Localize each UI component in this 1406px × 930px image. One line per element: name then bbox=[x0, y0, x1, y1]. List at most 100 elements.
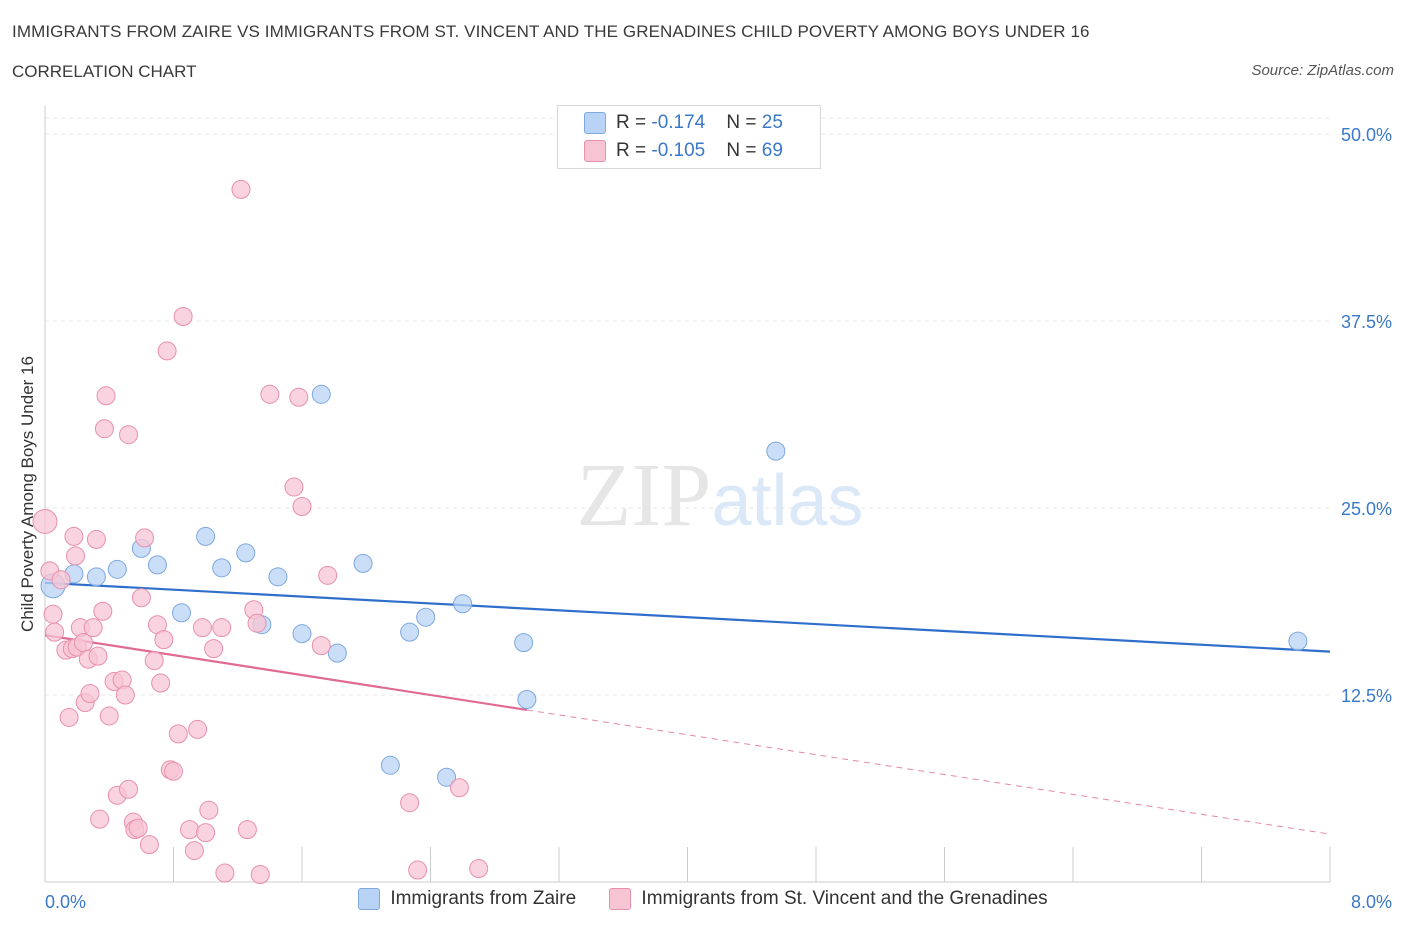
data-point-svg bbox=[204, 639, 224, 659]
data-point-svg bbox=[284, 477, 304, 497]
legend-swatch-svg bbox=[584, 140, 606, 162]
data-point-svg bbox=[99, 706, 119, 726]
legend-n-value-zaire: 25 bbox=[761, 112, 783, 134]
data-point-svg bbox=[408, 860, 428, 880]
data-point-svg bbox=[59, 707, 79, 727]
series-legend-zaire: Immigrants from Zaire bbox=[358, 888, 576, 910]
y-tick-label: 12.5% bbox=[1341, 686, 1392, 706]
trend-line-dashed-svg bbox=[526, 709, 1331, 835]
data-point-svg bbox=[196, 823, 216, 843]
data-point-svg bbox=[151, 673, 171, 693]
data-point-zaire bbox=[437, 767, 457, 787]
data-point-svg bbox=[131, 588, 151, 608]
data-point-svg bbox=[292, 497, 312, 517]
x-tick-label-max: 8.0% bbox=[1351, 892, 1392, 912]
y-tick-label: 37.5% bbox=[1341, 312, 1392, 332]
legend-box: R = -0.174 N = 25 R = -0.105 N = 69 bbox=[557, 105, 821, 169]
data-point-zaire bbox=[196, 526, 216, 546]
watermark: ZIPatlas bbox=[576, 446, 863, 545]
data-point-svg bbox=[88, 646, 108, 666]
data-point-zaire bbox=[453, 594, 473, 614]
gridlines bbox=[45, 117, 1330, 696]
series-legend-swatch-svg bbox=[609, 888, 632, 910]
data-point-svg bbox=[231, 179, 251, 199]
tick-labels: 12.5% 25.0% 37.5% 50.0% 0.0% 8.0% bbox=[45, 125, 1392, 912]
watermark-zip: ZIP bbox=[576, 446, 711, 545]
data-point-zaire bbox=[147, 555, 167, 575]
data-point-zaire bbox=[236, 543, 256, 563]
data-point-svg bbox=[400, 793, 420, 813]
series-legend-swatch-zaire bbox=[358, 888, 381, 910]
data-point-svg bbox=[289, 387, 309, 407]
legend-n-value-svg: 69 bbox=[761, 140, 783, 162]
chart-subtitle: CORRELATION CHART bbox=[12, 62, 197, 81]
data-point-svg bbox=[449, 778, 469, 798]
legend-swatch-zaire bbox=[584, 112, 606, 134]
chart-title: IMMIGRANTS FROM ZAIRE VS IMMIGRANTS FROM… bbox=[12, 22, 1090, 41]
series-legend-label-zaire: Immigrants from Zaire bbox=[390, 888, 577, 910]
x-tick-label-min: 0.0% bbox=[45, 892, 86, 912]
data-point-zaire bbox=[517, 689, 537, 709]
data-point-svg bbox=[139, 835, 159, 855]
data-point-zaire bbox=[86, 567, 106, 587]
data-point-zaire bbox=[380, 755, 400, 775]
data-point-svg bbox=[94, 419, 114, 439]
data-point-svg bbox=[128, 818, 148, 838]
data-point-svg bbox=[212, 618, 232, 638]
data-point-svg bbox=[469, 859, 489, 879]
data-point-svg bbox=[250, 865, 270, 885]
data-point-svg bbox=[184, 841, 204, 861]
data-point-svg bbox=[144, 651, 164, 671]
legend-row-svg: R = -0.105 N = 69 bbox=[584, 140, 783, 166]
data-point-svg bbox=[90, 809, 110, 829]
data-point-svg bbox=[119, 779, 139, 799]
data-point-svg bbox=[66, 546, 86, 566]
data-point-svg bbox=[96, 386, 116, 406]
data-point-svg bbox=[164, 761, 183, 781]
data-point-svg bbox=[215, 863, 235, 883]
data-point-svg bbox=[247, 613, 267, 633]
data-point-svg bbox=[154, 630, 174, 650]
legend-r-value-zaire: -0.174 bbox=[651, 112, 706, 134]
legend-r-label-svg: R = bbox=[616, 140, 652, 162]
series-legend-svg: Immigrants from St. Vincent and the Gren… bbox=[609, 888, 1048, 910]
data-point-svg bbox=[188, 719, 208, 739]
legend-r-label-zaire: R = bbox=[616, 112, 652, 134]
data-point-svg bbox=[192, 618, 212, 638]
data-point-svg bbox=[318, 565, 338, 585]
data-point-svg bbox=[237, 820, 257, 840]
data-point-svg bbox=[168, 724, 188, 744]
legend-row-zaire: R = -0.174 N = 25 bbox=[584, 112, 783, 138]
data-point-svg bbox=[115, 685, 135, 705]
y-axis-label: Child Poverty Among Boys Under 16 bbox=[18, 356, 37, 632]
data-points bbox=[32, 179, 1308, 885]
data-point-svg bbox=[43, 604, 63, 624]
data-point-zaire bbox=[107, 559, 127, 579]
legend-r-value-svg: -0.105 bbox=[651, 140, 706, 162]
data-point-svg bbox=[199, 800, 219, 820]
watermark-atlas: atlas bbox=[711, 461, 863, 541]
data-point-zaire bbox=[353, 553, 373, 573]
chart-source: Source: ZipAtlas.com bbox=[1251, 62, 1394, 79]
series-legend-label-svg: Immigrants from St. Vincent and the Gren… bbox=[641, 888, 1048, 910]
legend-n-label-svg: N = bbox=[726, 140, 762, 162]
trend-line-zaire bbox=[44, 581, 1331, 653]
data-point-zaire bbox=[212, 558, 232, 578]
data-point-zaire bbox=[400, 622, 420, 642]
trend-lines bbox=[44, 581, 1331, 835]
data-point-zaire bbox=[311, 384, 331, 404]
data-point-zaire bbox=[416, 607, 436, 627]
data-point-svg bbox=[64, 526, 84, 546]
data-point-zaire bbox=[327, 643, 347, 663]
data-point-zaire bbox=[514, 633, 534, 653]
trend-line-svg bbox=[44, 634, 528, 712]
data-point-svg bbox=[173, 307, 193, 327]
data-point-zaire bbox=[1288, 631, 1308, 651]
data-point-svg bbox=[86, 529, 106, 549]
data-point-zaire bbox=[268, 567, 288, 587]
data-point-svg bbox=[157, 341, 177, 361]
data-point-svg bbox=[180, 820, 200, 840]
data-point-svg bbox=[51, 570, 71, 590]
series-legend: Immigrants from Zaire Immigrants from St… bbox=[0, 888, 1406, 910]
data-point-svg bbox=[83, 618, 103, 638]
